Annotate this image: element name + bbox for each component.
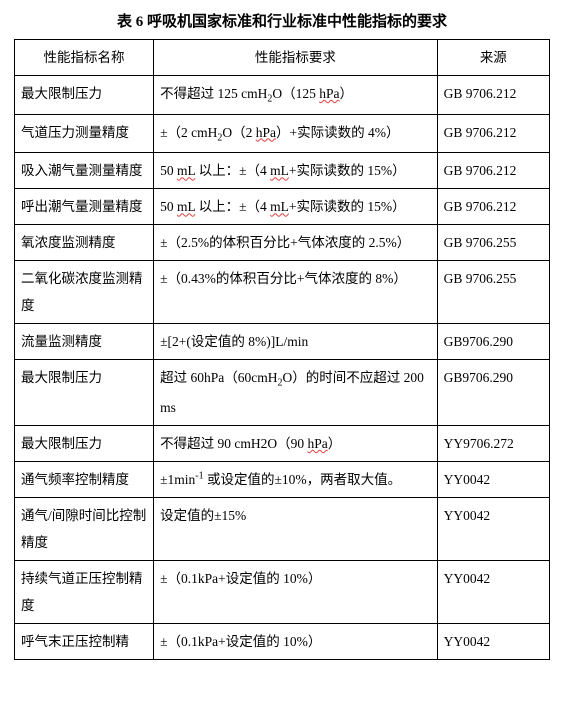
header-source: 来源 [437,40,549,76]
table-row: 氧浓度监测精度±（2.5%的体积百分比+气体浓度的 2.5%）GB 9706.2… [15,225,550,261]
cell-name: 最大限制压力 [15,426,154,462]
cell-source: GB 9706.212 [437,153,549,189]
table-row: 呼出潮气量测量精度50 mL 以上：±（4 mL+实际读数的 15%）GB 97… [15,189,550,225]
cell-source: YY9706.272 [437,426,549,462]
cell-source: GB 9706.212 [437,189,549,225]
cell-requirement: 不得超过 125 cmH2O（125 hPa） [154,76,438,115]
table-row: 气道压力测量精度±（2 cmH2O（2 hPa）+实际读数的 4%）GB 970… [15,114,550,153]
cell-requirement: ±（0.43%的体积百分比+气体浓度的 8%） [154,261,438,324]
header-requirement: 性能指标要求 [154,40,438,76]
cell-requirement: ±（2 cmH2O（2 hPa）+实际读数的 4%） [154,114,438,153]
cell-source: YY0042 [437,561,549,624]
cell-name: 通气/间隙时间比控制精度 [15,498,154,561]
table-row: 流量监测精度±[2+(设定值的 8%)]L/minGB9706.290 [15,324,550,360]
cell-name: 持续气道正压控制精度 [15,561,154,624]
cell-name: 最大限制压力 [15,76,154,115]
table-row: 呼气末正压控制精±（0.1kPa+设定值的 10%）YY0042 [15,624,550,660]
cell-name: 二氧化碳浓度监测精度 [15,261,154,324]
cell-requirement: ±[2+(设定值的 8%)]L/min [154,324,438,360]
cell-requirement: ±（0.1kPa+设定值的 10%） [154,561,438,624]
cell-source: GB9706.290 [437,324,549,360]
table-row: 二氧化碳浓度监测精度±（0.43%的体积百分比+气体浓度的 8%）GB 9706… [15,261,550,324]
cell-name: 呼气末正压控制精 [15,624,154,660]
cell-name: 吸入潮气量测量精度 [15,153,154,189]
cell-name: 呼出潮气量测量精度 [15,189,154,225]
table-row: 通气/间隙时间比控制精度设定值的±15%YY0042 [15,498,550,561]
cell-name: 气道压力测量精度 [15,114,154,153]
cell-source: YY0042 [437,462,549,498]
cell-name: 氧浓度监测精度 [15,225,154,261]
cell-name: 通气频率控制精度 [15,462,154,498]
cell-requirement: ±（0.1kPa+设定值的 10%） [154,624,438,660]
header-name: 性能指标名称 [15,40,154,76]
table-row: 最大限制压力超过 60hPa（60cmH2O）的时间不应超过 200msGB97… [15,360,550,426]
table-row: 最大限制压力不得超过 125 cmH2O（125 hPa）GB 9706.212 [15,76,550,115]
cell-source: YY0042 [437,498,549,561]
cell-requirement: 设定值的±15% [154,498,438,561]
cell-requirement: 50 mL 以上：±（4 mL+实际读数的 15%） [154,153,438,189]
table-row: 通气频率控制精度±1min-1 或设定值的±10%，两者取大值。YY0042 [15,462,550,498]
table-caption: 表 6 呼吸机国家标准和行业标准中性能指标的要求 [14,10,550,31]
cell-requirement: 50 mL 以上：±（4 mL+实际读数的 15%） [154,189,438,225]
table-row: 吸入潮气量测量精度50 mL 以上：±（4 mL+实际读数的 15%）GB 97… [15,153,550,189]
cell-source: YY0042 [437,624,549,660]
cell-source: GB9706.290 [437,360,549,426]
standards-table: 性能指标名称 性能指标要求 来源 最大限制压力不得超过 125 cmH2O（12… [14,39,550,660]
cell-name: 流量监测精度 [15,324,154,360]
table-row: 最大限制压力不得超过 90 cmH2O（90 hPa）YY9706.272 [15,426,550,462]
cell-requirement: ±1min-1 或设定值的±10%，两者取大值。 [154,462,438,498]
cell-source: GB 9706.212 [437,114,549,153]
cell-requirement: 超过 60hPa（60cmH2O）的时间不应超过 200ms [154,360,438,426]
cell-source: GB 9706.212 [437,76,549,115]
cell-source: GB 9706.255 [437,261,549,324]
table-row: 持续气道正压控制精度±（0.1kPa+设定值的 10%）YY0042 [15,561,550,624]
cell-name: 最大限制压力 [15,360,154,426]
cell-requirement: ±（2.5%的体积百分比+气体浓度的 2.5%） [154,225,438,261]
cell-source: GB 9706.255 [437,225,549,261]
cell-requirement: 不得超过 90 cmH2O（90 hPa） [154,426,438,462]
header-row: 性能指标名称 性能指标要求 来源 [15,40,550,76]
